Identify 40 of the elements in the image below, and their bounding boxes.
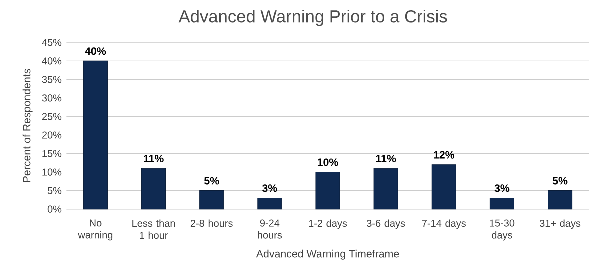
x-axis-title: Advanced Warning Timeframe [256,250,400,260]
y-tick-label: 30% [42,94,62,102]
data-label: 5% [204,177,220,185]
data-label: 40% [85,48,106,56]
x-tick-label: 1-2 days [309,220,348,230]
x-tick-label: 2-8 hours [190,220,233,228]
data-label: 3% [262,184,278,192]
bar [432,164,456,210]
y-tick-label: 5% [48,187,62,195]
bar [316,172,340,210]
chart-title: Advanced Warning Prior to a Crisis [178,10,448,26]
y-tick-label: 20% [42,132,62,139]
data-label: 11% [376,155,396,163]
bar [490,198,514,210]
x-tick-label: 31+ days [540,220,581,230]
y-tick-label: 10% [42,168,62,176]
bar [548,190,573,210]
x-tick-label: Less than 1 hour [132,220,176,240]
y-axis-title: Percent of Respondents [22,69,33,183]
x-tick-label: 15-30 days [490,220,515,241]
y-tick-label: 25% [42,113,62,120]
x-tick-label: 3-6 days [366,220,406,230]
x-tick-label: No warning [78,220,113,241]
bar [200,190,224,210]
y-tick-label: 45% [42,39,62,46]
y-tick-label: 40% [42,58,62,65]
data-label: 3% [494,184,510,192]
x-tick-label: 9-24 hours [258,220,282,239]
bar [83,61,108,210]
bar [374,168,398,210]
x-tick-label: 7-14 days [422,220,466,230]
data-label: 5% [552,177,568,185]
y-tick-label: 15% [42,150,62,158]
data-label: 11% [144,155,164,163]
y-tick-label: 35% [42,76,62,84]
bar [258,198,282,210]
data-label: 12% [434,151,455,160]
data-label: 10% [318,158,338,166]
y-tick-label: 0% [48,206,62,214]
bar [142,168,166,210]
